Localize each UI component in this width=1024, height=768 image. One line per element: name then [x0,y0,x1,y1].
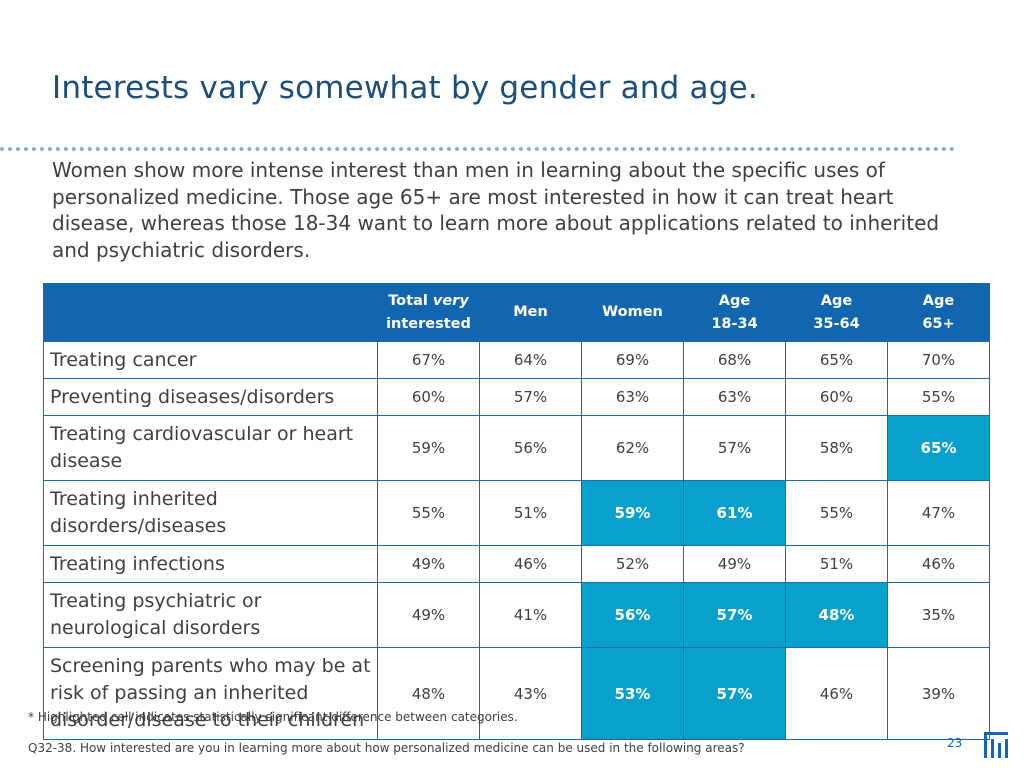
header-corner-cell [43,283,378,342]
row-label: Treating inherited disorders/diseases [43,480,378,546]
value-cell: 63% [683,378,786,416]
value-cell: 47% [887,480,990,546]
table-row: Treating infections 49% 46% 52% 49% 51% … [43,545,990,583]
header-interested-label: interested [386,315,471,332]
value-cell: 49% [683,545,786,583]
page-number: 23 [947,736,963,750]
header-women-label: Women [602,304,663,320]
value-cell: 64% [479,341,582,379]
table-row: Preventing diseases/disorders 60% 57% 63… [43,378,990,416]
highlighted-value-cell: 57% [683,647,786,740]
value-cell: 56% [479,415,582,481]
value-cell: 51% [479,480,582,546]
value-cell: 68% [683,341,786,379]
value-cell: 41% [479,582,582,648]
table-row: Treating inherited disorders/diseases 55… [43,480,990,546]
header-age-range: 35-64 [813,315,860,332]
value-cell: 69% [581,341,684,379]
highlighted-value-cell: 48% [785,582,888,648]
interest-table: Total very interested Men Women Age 18-3… [43,283,990,740]
header-age-range: 18-34 [711,315,758,332]
value-cell: 63% [581,378,684,416]
header-men-label: Men [513,304,548,320]
value-cell: 55% [887,378,990,416]
value-cell: 46% [479,545,582,583]
value-cell: 59% [377,415,480,481]
value-cell: 46% [785,647,888,740]
table-row: Treating psychiatric or neurological dis… [43,582,990,648]
highlighted-value-cell: 53% [581,647,684,740]
slide-title: Interests vary somewhat by gender and ag… [52,70,758,106]
highlighted-value-cell: 57% [683,582,786,648]
value-cell: 49% [377,582,480,648]
title-divider [0,147,955,151]
value-cell: 70% [887,341,990,379]
value-cell: 67% [377,341,480,379]
value-cell: 51% [785,545,888,583]
highlighted-value-cell: 56% [581,582,684,648]
value-cell: 52% [581,545,684,583]
value-cell: 55% [377,480,480,546]
company-logo-icon [984,732,1008,758]
value-cell: 43% [479,647,582,740]
header-age-label: Age [718,292,751,309]
value-cell: 46% [887,545,990,583]
footnote: * Highlighted cell indicates statistical… [28,710,518,724]
slide-subtitle: Women show more intense interest than me… [52,158,940,262]
row-label: Screening parents who may be at risk of … [43,647,378,740]
table-row: Treating cardiovascular or heart disease… [43,415,990,481]
value-cell: 49% [377,545,480,583]
highlighted-value-cell: 61% [683,480,786,546]
question-note: Q32-38. How interested are you in learni… [28,741,745,755]
value-cell: 62% [581,415,684,481]
value-cell: 55% [785,480,888,546]
header-age-range: 65+ [922,315,955,332]
header-total-very-interested: Total very interested [377,283,480,342]
header-women: Women [581,283,684,342]
value-cell: 39% [887,647,990,740]
header-very-label: very [432,292,469,309]
header-age-18-34: Age 18-34 [683,283,786,342]
header-total-label: Total [388,292,433,309]
header-men: Men [479,283,582,342]
highlighted-value-cell: 65% [887,415,990,481]
value-cell: 60% [785,378,888,416]
row-label: Treating cardiovascular or heart disease [43,415,378,481]
highlighted-value-cell: 59% [581,480,684,546]
header-age-label: Age [922,292,955,309]
value-cell: 60% [377,378,480,416]
value-cell: 48% [377,647,480,740]
value-cell: 57% [683,415,786,481]
header-age-label: Age [820,292,853,309]
value-cell: 35% [887,582,990,648]
row-label: Treating cancer [43,341,378,379]
row-label: Treating psychiatric or neurological dis… [43,582,378,648]
header-age-65-plus: Age 65+ [887,283,990,342]
table-row: Treating cancer 67% 64% 69% 68% 65% 70% [43,341,990,379]
value-cell: 57% [479,378,582,416]
value-cell: 65% [785,341,888,379]
row-label: Preventing diseases/disorders [43,378,378,416]
value-cell: 58% [785,415,888,481]
table-header-row: Total very interested Men Women Age 18-3… [43,283,990,342]
header-age-35-64: Age 35-64 [785,283,888,342]
row-label: Treating infections [43,545,378,583]
table-row: Screening parents who may be at risk of … [43,647,990,740]
